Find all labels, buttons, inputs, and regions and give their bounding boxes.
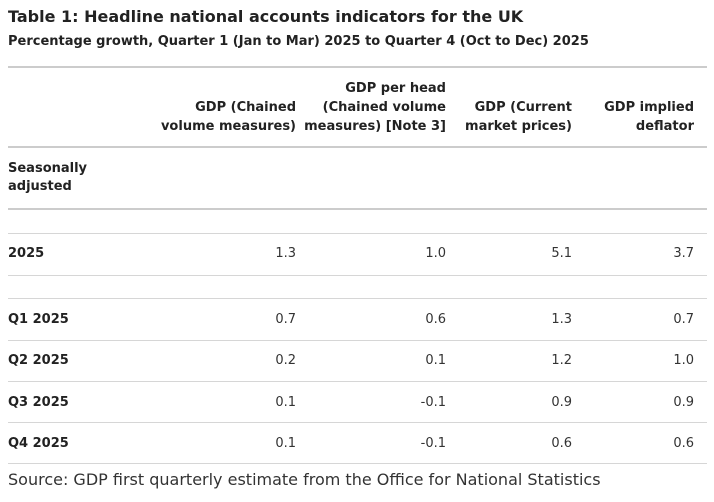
table-cell: 0.2 bbox=[275, 353, 296, 368]
column-header-gdp-current: GDP (Current market prices) bbox=[465, 100, 572, 134]
table-cell: 0.7 bbox=[673, 312, 694, 327]
row-label-q2-2025: Q2 2025 bbox=[8, 353, 69, 368]
table-cell: 0.1 bbox=[275, 436, 296, 451]
table-cell: 1.0 bbox=[673, 353, 694, 368]
bottom-rule bbox=[8, 463, 707, 464]
column-header-gdp-per-head: GDP per head (Chained volume measures) [… bbox=[304, 81, 446, 134]
table-cell: 3.7 bbox=[673, 246, 694, 261]
table-cell: 0.9 bbox=[673, 395, 694, 410]
table-cell: -0.1 bbox=[420, 395, 446, 410]
table-cell: 0.7 bbox=[275, 312, 296, 327]
row-divider bbox=[8, 422, 707, 423]
table-cell: 5.1 bbox=[551, 246, 572, 261]
table-cell: 0.6 bbox=[425, 312, 446, 327]
row-label-2025: 2025 bbox=[8, 246, 45, 261]
row-label-q4-2025: Q4 2025 bbox=[8, 436, 69, 451]
header-rule bbox=[8, 146, 707, 148]
table-cell: 1.3 bbox=[551, 312, 572, 327]
column-header-gdp-chained: GDP (Chained volume measures) bbox=[160, 100, 296, 134]
column-header-gdp-deflator: GDP implied deflator bbox=[604, 100, 694, 134]
table-cell: 0.6 bbox=[673, 436, 694, 451]
section-label: Seasonally adjusted bbox=[8, 161, 88, 194]
row-label-q3-2025: Q3 2025 bbox=[8, 395, 69, 410]
row-divider bbox=[8, 340, 707, 341]
row-divider bbox=[8, 381, 707, 382]
row-divider bbox=[8, 298, 707, 299]
table-title: Table 1: Headline national accounts indi… bbox=[8, 7, 524, 26]
table-cell: 0.1 bbox=[425, 353, 446, 368]
table-cell: 1.3 bbox=[275, 246, 296, 261]
top-rule bbox=[8, 66, 707, 68]
row-divider bbox=[8, 275, 707, 276]
table-subtitle: Percentage growth, Quarter 1 (Jan to Mar… bbox=[8, 34, 589, 49]
row-divider bbox=[8, 233, 707, 234]
table-cell: 0.9 bbox=[551, 395, 572, 410]
table-cell: 1.0 bbox=[425, 246, 446, 261]
table-cell: -0.1 bbox=[420, 436, 446, 451]
table-cell: 1.2 bbox=[551, 353, 572, 368]
row-label-q1-2025: Q1 2025 bbox=[8, 312, 69, 327]
table-cell: 0.1 bbox=[275, 395, 296, 410]
source-note: Source: GDP first quarterly estimate fro… bbox=[8, 470, 601, 489]
section-rule bbox=[8, 208, 707, 210]
table-cell: 0.6 bbox=[551, 436, 572, 451]
